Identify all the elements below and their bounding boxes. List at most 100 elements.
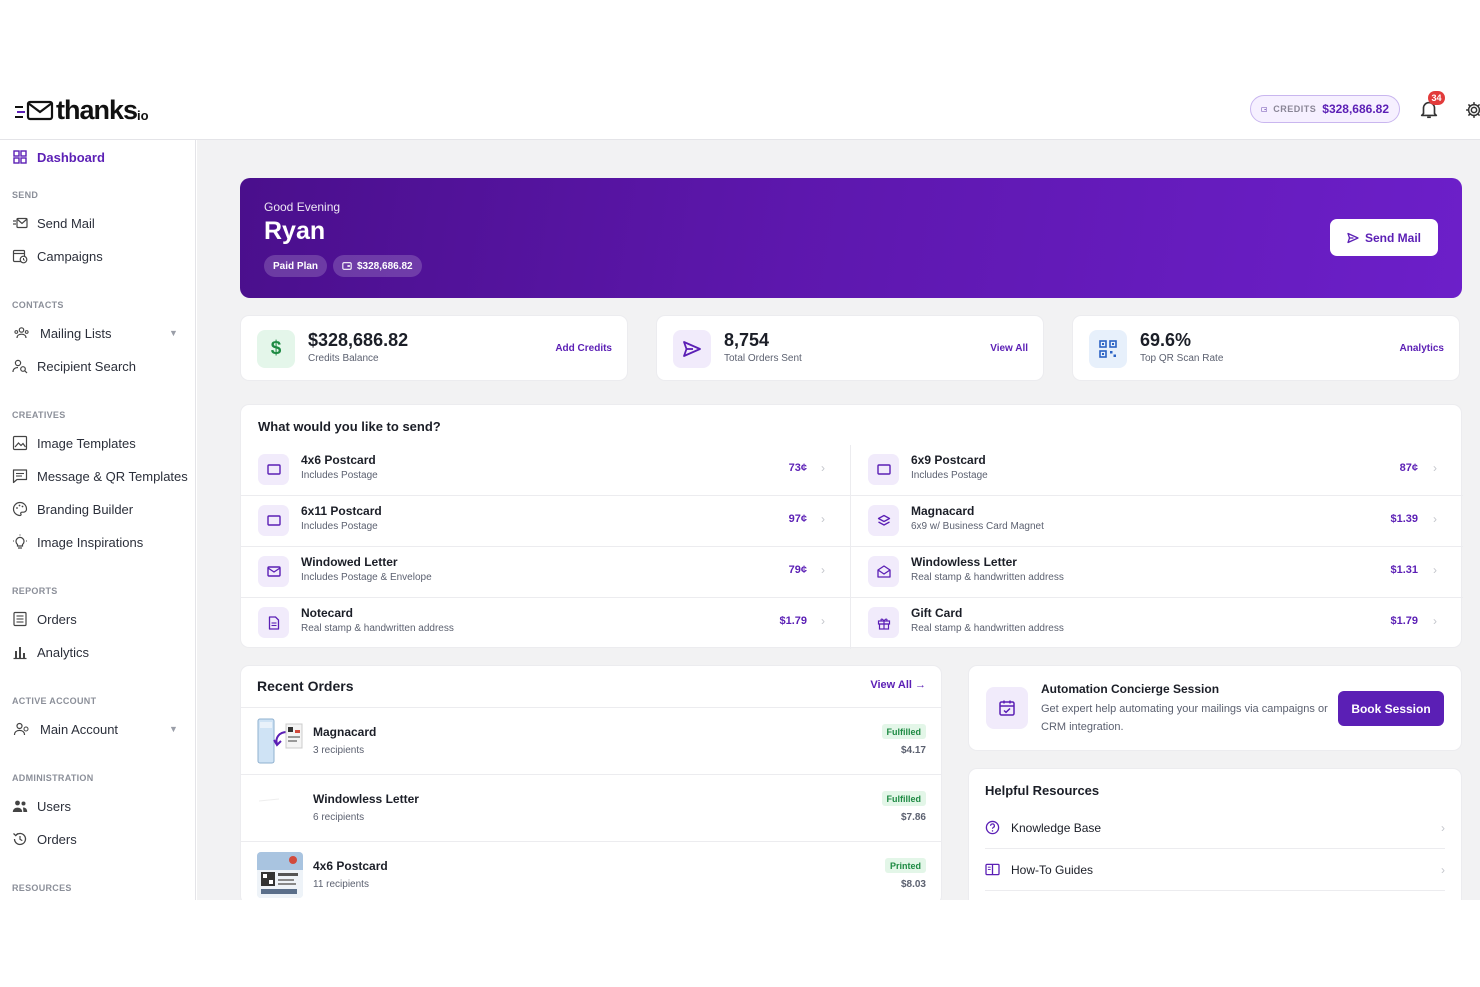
send-mail-label: Send Mail: [1364, 230, 1421, 245]
sidebar-item-label: Image Inspirations: [37, 534, 144, 550]
sidebar-item-admin-orders[interactable]: Orders: [12, 828, 77, 850]
product-name: 6x9 Postcard: [911, 453, 986, 467]
postcard-icon: [258, 505, 289, 536]
section-reports: REPORTS: [12, 586, 58, 596]
sidebar-item-users[interactable]: Users: [12, 795, 71, 817]
layers-icon: [868, 505, 899, 536]
column-divider: [850, 445, 851, 649]
chevron-right-icon: ›: [1441, 820, 1445, 835]
order-row[interactable]: Magnacard 3 recipients Fulfilled $4.17: [241, 707, 941, 774]
postcard-icon: [868, 454, 899, 485]
chevron-right-icon: ›: [821, 563, 825, 577]
stat-value: $328,686.82: [308, 330, 409, 350]
sidebar-item-orders[interactable]: Orders: [12, 608, 77, 630]
panel-title: Recent Orders: [257, 678, 354, 694]
product-name: Windowless Letter: [911, 555, 1017, 569]
notification-badge: 34: [1428, 91, 1445, 105]
resource-label: Knowledge Base: [1011, 820, 1102, 835]
product-name: Gift Card: [911, 606, 963, 620]
stat-label: Credits Balance: [308, 353, 379, 364]
sidebar-item-image-inspirations[interactable]: Image Inspirations: [12, 531, 143, 553]
chevron-down-icon[interactable]: ▼: [169, 724, 178, 734]
sidebar-item-send-mail[interactable]: Send Mail: [12, 212, 95, 234]
product-4x6-postcard[interactable]: 4x6 Postcard Includes Postage 73¢ ›: [241, 444, 850, 495]
balance-label: $328,686.82: [357, 260, 413, 272]
book-session-button[interactable]: Book Session: [1338, 691, 1444, 726]
lightbulb-icon: [13, 534, 27, 549]
resource-how-to-guides[interactable]: How-To Guides ›: [985, 849, 1445, 891]
sidebar-item-main-account[interactable]: Main Account: [12, 718, 118, 740]
product-6x11-postcard[interactable]: 6x11 Postcard Includes Postage 97¢ ›: [241, 495, 850, 546]
history-icon: [13, 832, 27, 846]
sidebar-item-label: Mailing Lists: [40, 325, 112, 341]
product-desc: Real stamp & handwritten address: [301, 623, 454, 634]
image-icon: [12, 435, 28, 451]
paper-plane-icon: [673, 330, 711, 368]
product-magnacard[interactable]: Magnacard 6x9 w/ Business Card Magnet $1…: [851, 495, 1463, 546]
view-all-orders-link[interactable]: View All: [990, 343, 1028, 354]
plan-label: Paid Plan: [273, 260, 319, 272]
view-all-link[interactable]: View All →: [870, 679, 926, 691]
product-windowed-letter[interactable]: Windowed Letter Includes Postage & Envel…: [241, 546, 850, 597]
product-6x9-postcard[interactable]: 6x9 Postcard Includes Postage 87¢ ›: [851, 444, 1463, 495]
resource-knowledge-base[interactable]: Knowledge Base ›: [985, 807, 1445, 849]
sidebar-item-image-templates[interactable]: Image Templates: [12, 432, 136, 454]
send-mail-button[interactable]: Send Mail: [1330, 219, 1438, 256]
order-recipients: 11 recipients: [313, 879, 369, 890]
order-recipients: 6 recipients: [313, 812, 365, 823]
calendar-check-icon: [986, 687, 1028, 729]
product-notecard[interactable]: Notecard Real stamp & handwritten addres…: [241, 597, 850, 648]
status-badge: Printed: [884, 858, 926, 873]
add-credits-link[interactable]: Add Credits: [555, 343, 612, 354]
chevron-right-icon: ›: [821, 512, 825, 526]
section-resources: RESOURCES: [12, 883, 72, 893]
sidebar-item-campaigns[interactable]: Campaigns: [12, 245, 103, 267]
calendar-clock-icon: [12, 249, 28, 264]
row-divider: [241, 597, 1463, 598]
product-price: $1.39: [1390, 513, 1418, 525]
sidebar-item-mailing-lists[interactable]: Mailing Lists: [12, 322, 112, 344]
product-gift-card[interactable]: Gift Card Real stamp & handwritten addre…: [851, 597, 1463, 648]
section-active-account: ACTIVE ACCOUNT: [12, 696, 97, 706]
bar-chart-icon: [13, 647, 27, 660]
sidebar-item-dashboard[interactable]: Dashboard: [12, 146, 105, 168]
logo-wordmark: thanks: [56, 94, 138, 125]
order-name: 4x6 Postcard: [313, 859, 388, 873]
sidebar-item-message-qr-templates[interactable]: Message & QR Templates: [12, 465, 188, 487]
status-badge: Fulfilled: [881, 791, 926, 806]
chevron-right-icon: ›: [1433, 512, 1437, 526]
order-row[interactable]: 4x6 Postcard 11 recipients Printed $8.03: [241, 841, 941, 900]
top-bar: thanks io CREDITS $328,686.82 34: [0, 82, 1480, 140]
book-icon: [985, 863, 1000, 876]
product-name: 4x6 Postcard: [301, 453, 376, 467]
account-icon: [13, 722, 29, 736]
product-price: 79¢: [788, 564, 807, 576]
gift-icon: [868, 607, 899, 638]
order-recipients: 3 recipients: [313, 745, 365, 756]
status-badge: Fulfilled: [881, 724, 926, 739]
sidebar-item-recipient-search[interactable]: Recipient Search: [12, 355, 136, 377]
analytics-link[interactable]: Analytics: [1399, 343, 1444, 354]
palette-icon: [12, 501, 28, 517]
document-icon: [258, 607, 289, 638]
message-icon: [12, 469, 28, 484]
gear-icon[interactable]: [1464, 100, 1480, 120]
product-windowless-letter[interactable]: Windowless Letter Real stamp & handwritt…: [851, 546, 1463, 597]
envelope-logo-icon: [15, 100, 54, 121]
sidebar-item-analytics[interactable]: Analytics: [12, 641, 89, 663]
product-desc: Includes Postage: [301, 521, 378, 532]
credits-pill[interactable]: CREDITS $328,686.82: [1250, 95, 1400, 123]
sidebar-item-label: Campaigns: [37, 248, 103, 264]
credits-value: $328,686.82: [1322, 102, 1389, 116]
order-row[interactable]: Windowless Letter 6 recipients Fulfilled…: [241, 774, 941, 841]
main-content: Good Evening Ryan Paid Plan $328,686.82 …: [197, 140, 1480, 900]
logo[interactable]: thanks io: [14, 94, 149, 126]
balance-badge: $328,686.82: [333, 255, 422, 277]
chevron-down-icon[interactable]: ▼: [169, 328, 178, 338]
sidebar-item-branding-builder[interactable]: Branding Builder: [12, 498, 133, 520]
chevron-right-icon: ›: [1441, 862, 1445, 877]
product-desc: Includes Postage: [301, 470, 378, 481]
product-price: $1.79: [779, 615, 807, 627]
row-divider: [241, 546, 1463, 547]
stat-value: 69.6%: [1140, 330, 1192, 350]
